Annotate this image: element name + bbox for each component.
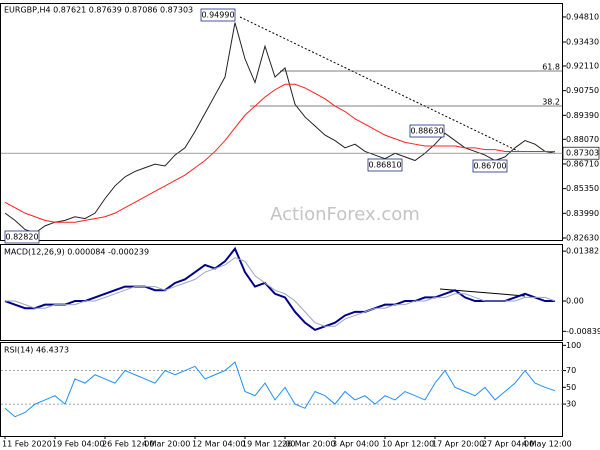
x-tick-label: 19 Feb 04:00 [52,440,104,449]
y-tick-label: 0.93430 [566,38,599,47]
annotation-box [367,158,403,172]
x-tick-label: 11 Feb 2020 [2,440,52,449]
y-tick-label: 0.90750 [566,86,599,95]
y-tick-label: 0.013821 [566,247,600,256]
chart-title: EURGBP,H4 0.87621 0.87639 0.87086 0.8730… [4,6,193,15]
x-tick-label: 4 May 12:00 [522,440,572,449]
x-tick-label: 26 Feb 12:00 [102,440,154,449]
y-tick-label: 30 [566,400,576,409]
annotation-box [409,124,445,138]
macd-title: MACD(12,26,9) 0.000084 -0.000239 [4,248,149,257]
y-tick-label: 0.85350 [566,184,599,193]
macd-panel [0,244,563,341]
y-tick-label: 100 [566,341,581,350]
annotation: 0.88630 [410,127,443,136]
annotation: 0.86700 [473,162,506,171]
x-tick-label: 17 Apr 20:00 [432,440,484,449]
y-tick-label: 0.92110 [566,61,599,70]
rsi-title: RSI(14) 46.4373 [4,346,69,355]
y-tick-label: 0.00 [566,297,584,306]
series-line [4,22,556,234]
x-tick-label: 10 Apr 12:00 [382,440,434,449]
y-tick-label: 70 [566,366,576,375]
series-line [4,361,556,418]
x-tick-label: 12 Mar 04:00 [192,440,245,449]
x-tick-label: 4 Mar 20:00 [142,440,190,449]
x-tick-label: 26 Mar 20:00 [282,440,335,449]
fib-label: 61.8 [542,63,560,72]
y-tick-label: -0.008397 [566,327,600,336]
annotation-box [472,159,508,173]
annotation: 0.82820 [5,233,38,242]
x-tick-label: 27 Apr 04:00 [482,440,534,449]
last-price-label: 0.87303 [566,149,599,158]
y-tick-label: 0.83990 [566,209,599,218]
series-line [4,83,555,223]
y-tick-label: 0.89390 [566,111,599,120]
x-tick-label: 3 Apr 04:00 [332,440,379,449]
annotation-box [200,8,236,22]
annotation: 0.86810 [368,161,401,170]
y-tick-label: 0.94810 [566,12,599,21]
y-tick-label: 0.82630 [566,234,599,243]
rsi-panel [0,342,563,437]
annotation: 0.94990 [201,11,234,20]
y-tick-label: 50 [566,383,576,392]
y-tick-label: 0.88070 [566,135,599,144]
fib-label: 38.2 [542,98,560,107]
series-line [4,246,555,332]
annotation-box [4,230,40,244]
last-price-box [562,146,600,160]
series-line [5,257,556,327]
price-panel [0,3,563,241]
x-tick-label: 19 Mar 12:00 [242,440,295,449]
watermark: ActionForex.com [270,204,420,225]
y-tick-label: 0.86710 [566,159,599,168]
